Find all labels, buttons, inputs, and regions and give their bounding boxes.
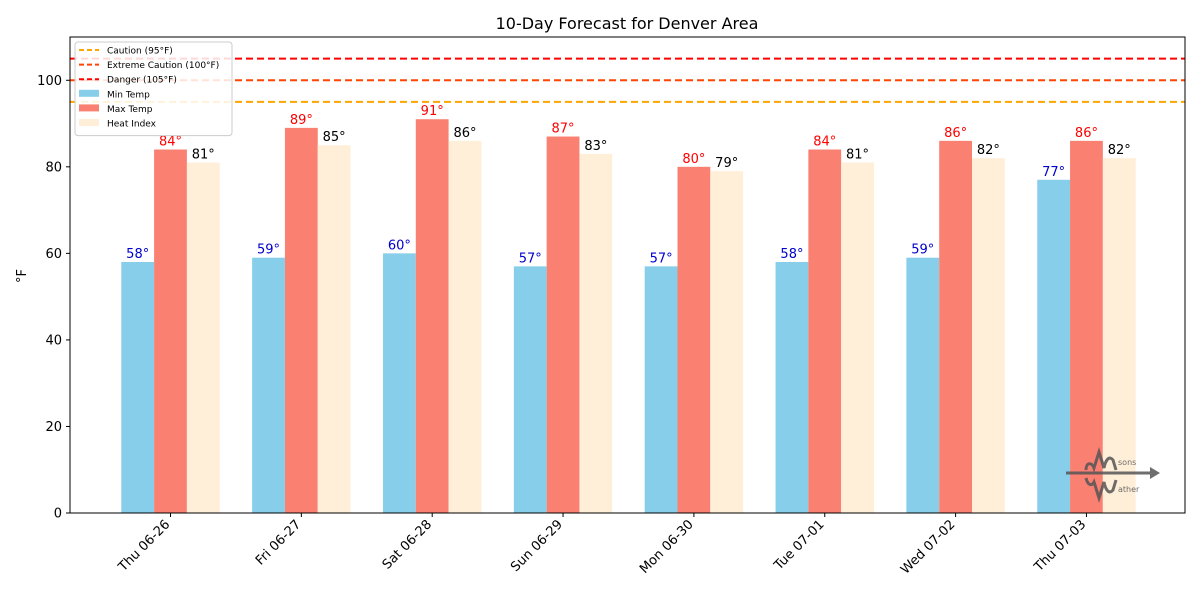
bar-label-2-4: 79° bbox=[715, 156, 738, 171]
legend-label-4: Max Temp bbox=[107, 105, 153, 115]
bar-2-5 bbox=[841, 162, 874, 513]
reference-lines bbox=[70, 57, 1185, 103]
x-tick-label-1: Fri 06-27 bbox=[253, 517, 304, 568]
bar-2-6 bbox=[972, 158, 1005, 513]
bar-label-0-0: 58° bbox=[126, 247, 149, 262]
bar-label-1-7: 86° bbox=[1075, 126, 1098, 141]
bar-1-5 bbox=[808, 149, 842, 513]
logo-m-letter bbox=[1084, 446, 1118, 473]
x-tick-label-3: Sun 06-29 bbox=[508, 517, 566, 575]
y-axis: 0 20 40 60 80 100 bbox=[37, 74, 70, 522]
y-tick-label-4: 80 bbox=[45, 160, 62, 175]
weather-logo: sons ather bbox=[1066, 446, 1160, 504]
y-tick-label-0: 0 bbox=[54, 507, 62, 522]
bar-label-0-2: 60° bbox=[388, 238, 411, 253]
y-tick-label-1: 20 bbox=[45, 420, 62, 435]
bar-2-1 bbox=[317, 145, 351, 513]
bar-0-7 bbox=[1037, 179, 1071, 514]
y-axis-label: °F bbox=[15, 269, 30, 283]
logo-arrow-head bbox=[1150, 467, 1160, 479]
y-tick-label-2: 40 bbox=[45, 333, 62, 348]
bar-label-2-1: 85° bbox=[323, 130, 346, 145]
bar-1-4 bbox=[677, 166, 711, 513]
bar-1-3 bbox=[546, 136, 580, 513]
bar-1-6 bbox=[939, 140, 972, 513]
x-axis: Thu 06-26 Fri 06-27 Sat 06-28 Sun 06-29 Mon … bbox=[115, 513, 1089, 578]
x-tick-label-0: Thu 06-26 bbox=[115, 517, 173, 575]
bar-0-2 bbox=[383, 253, 416, 513]
bar-labels-group: 58° 84° 81° 59° 89° 85° 60° 91° 86° 57° 87° 83° 57° 8… bbox=[126, 104, 1131, 266]
x-tick-label-5: Tue 07-01 bbox=[771, 517, 828, 574]
bar-0-0 bbox=[121, 262, 155, 513]
x-tick-label-4: Mon 06-30 bbox=[637, 517, 697, 577]
logo-text-top: sons bbox=[1118, 458, 1136, 467]
bar-0-1 bbox=[252, 257, 285, 513]
legend-label-3: Min Temp bbox=[107, 90, 150, 100]
bar-2-3 bbox=[579, 153, 613, 513]
bar-2-4 bbox=[710, 171, 744, 514]
legend-frame bbox=[74, 41, 233, 137]
bar-label-2-6: 82° bbox=[977, 143, 1000, 158]
plot-frame bbox=[69, 36, 1186, 514]
bar-label-1-3: 87° bbox=[552, 122, 575, 137]
legend-label-5: Heat Index bbox=[107, 120, 157, 130]
bar-label-1-1: 89° bbox=[290, 113, 313, 128]
bar-label-2-7: 82° bbox=[1108, 143, 1131, 158]
legend-label-1: Extreme Caution (100°F) bbox=[107, 61, 219, 71]
logo-w-letter bbox=[1084, 477, 1118, 504]
bar-label-0-7: 77° bbox=[1042, 165, 1065, 180]
chart-title: 10-Day Forecast for Denver Area bbox=[496, 14, 759, 33]
bar-label-0-6: 59° bbox=[911, 243, 934, 258]
bar-2-2 bbox=[448, 140, 482, 513]
bar-label-0-3: 57° bbox=[519, 251, 542, 266]
legend-swatch-4 bbox=[79, 104, 99, 112]
legend-swatch-3 bbox=[79, 89, 99, 97]
bar-0-3 bbox=[513, 266, 547, 513]
legend: Caution (95°F) Extreme Caution (100°F) Dan… bbox=[74, 41, 233, 137]
bar-2-0 bbox=[186, 162, 220, 513]
legend-label-0: Caution (95°F) bbox=[107, 47, 173, 57]
bar-label-1-2: 91° bbox=[421, 104, 444, 119]
bar-label-2-0: 81° bbox=[192, 147, 215, 162]
bar-2-7 bbox=[1102, 158, 1136, 513]
bar-1-0 bbox=[154, 149, 187, 513]
bar-label-1-6: 86° bbox=[944, 126, 967, 141]
bar-label-0-1: 59° bbox=[257, 243, 280, 258]
bar-1-2 bbox=[415, 119, 449, 513]
y-tick-label-3: 60 bbox=[45, 247, 62, 262]
x-tick-label-2: Sat 06-28 bbox=[380, 517, 435, 572]
legend-swatch-5 bbox=[79, 119, 99, 126]
bar-label-2-5: 81° bbox=[846, 147, 869, 162]
bar-1-1 bbox=[284, 127, 318, 513]
bar-0-5 bbox=[775, 262, 809, 513]
x-tick-label-6: Wed 07-02 bbox=[898, 517, 958, 577]
bar-label-2-2: 86° bbox=[453, 126, 476, 141]
bars-group bbox=[121, 119, 1136, 514]
bar-label-2-3: 83° bbox=[584, 139, 607, 154]
bar-label-0-4: 57° bbox=[650, 251, 673, 266]
bar-1-7 bbox=[1070, 140, 1103, 513]
bar-label-1-4: 80° bbox=[682, 152, 705, 167]
bar-0-4 bbox=[644, 266, 678, 513]
bar-label-0-5: 58° bbox=[780, 247, 803, 262]
logo-text-bottom: ather bbox=[1118, 485, 1140, 494]
x-tick-label-7: Thu 07-03 bbox=[1031, 517, 1089, 575]
bar-label-1-0: 84° bbox=[159, 135, 182, 150]
bar-0-6 bbox=[906, 257, 940, 513]
legend-label-2: Danger (105°F) bbox=[107, 76, 177, 86]
y-tick-label-5: 100 bbox=[37, 74, 62, 89]
bar-label-1-5: 84° bbox=[813, 135, 836, 150]
